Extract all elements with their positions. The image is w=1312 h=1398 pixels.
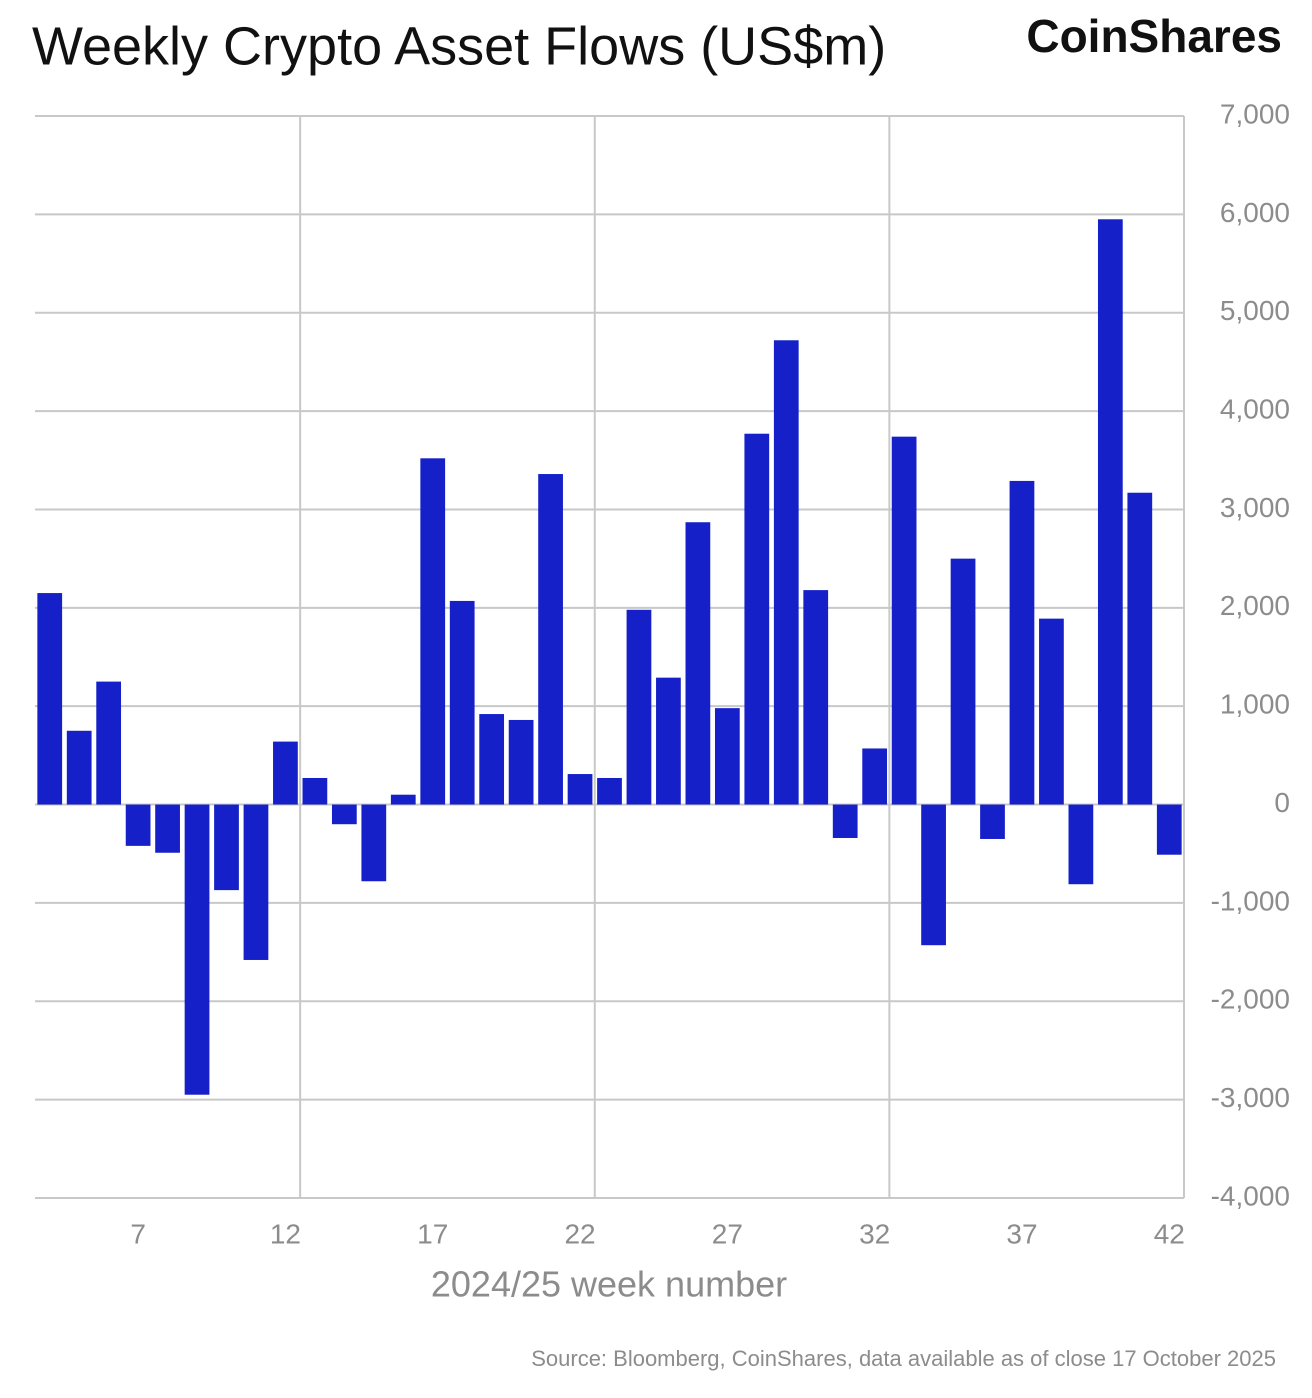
brand-logo: CoinShares (1026, 10, 1282, 62)
y-tick-label: -2,000 (1211, 984, 1290, 1015)
bar (626, 609, 652, 805)
bar (37, 593, 63, 805)
bar (891, 436, 917, 805)
bar (1009, 480, 1035, 805)
x-tick-label: 12 (270, 1218, 301, 1249)
bar (184, 804, 210, 1095)
y-tick-label: 3,000 (1220, 492, 1290, 523)
bar (685, 522, 711, 805)
y-tick-label: 7,000 (1220, 98, 1290, 129)
bar (1097, 219, 1123, 805)
bar (361, 804, 387, 882)
source-note: Source: Bloomberg, CoinShares, data avai… (531, 1346, 1276, 1371)
x-tick-label: 17 (417, 1218, 448, 1249)
bar (921, 804, 946, 946)
x-tick-label: 32 (859, 1218, 890, 1249)
bar (980, 804, 1005, 839)
y-tick-label: 1,000 (1220, 689, 1290, 720)
y-tick-label: 6,000 (1220, 197, 1290, 228)
y-tick-label: -4,000 (1211, 1180, 1290, 1211)
x-tick-label: 27 (712, 1218, 743, 1249)
bar (862, 748, 888, 805)
bar (420, 458, 446, 805)
bar (538, 474, 563, 805)
x-axis-title: 2024/25 week number (431, 1264, 787, 1305)
y-tick-label: -1,000 (1211, 885, 1290, 916)
y-tick-label: 5,000 (1220, 295, 1290, 326)
chart-title: Weekly Crypto Asset Flows (US$m) (32, 16, 886, 76)
bar (567, 774, 593, 805)
bar (597, 777, 622, 805)
bar (950, 558, 976, 805)
y-tick-label: -3,000 (1211, 1082, 1290, 1113)
x-tick-label: 37 (1006, 1218, 1037, 1249)
bar (273, 741, 298, 805)
bar (832, 804, 858, 838)
bar (1068, 804, 1094, 885)
bar (155, 804, 180, 853)
y-tick-label: 2,000 (1220, 590, 1290, 621)
bar (243, 804, 269, 960)
bar (125, 804, 151, 846)
bar (1039, 618, 1064, 805)
bar (302, 777, 328, 805)
bar (449, 600, 475, 805)
bar (714, 708, 740, 805)
bar (66, 730, 92, 805)
bar (1156, 804, 1182, 855)
bar (773, 340, 799, 805)
bar (803, 590, 829, 805)
bar (96, 681, 122, 805)
bar (331, 804, 357, 825)
bar (214, 804, 239, 891)
x-tick-label: 22 (564, 1218, 595, 1249)
y-tick-label: 0 (1274, 787, 1290, 818)
y-tick-label: 4,000 (1220, 393, 1290, 424)
bar (744, 433, 770, 805)
bar (479, 714, 505, 805)
bar (390, 794, 416, 805)
x-tick-label: 7 (130, 1218, 146, 1249)
bar (1127, 492, 1153, 805)
bar (656, 677, 681, 805)
x-tick-label: 42 (1154, 1218, 1185, 1249)
bar (508, 719, 534, 805)
